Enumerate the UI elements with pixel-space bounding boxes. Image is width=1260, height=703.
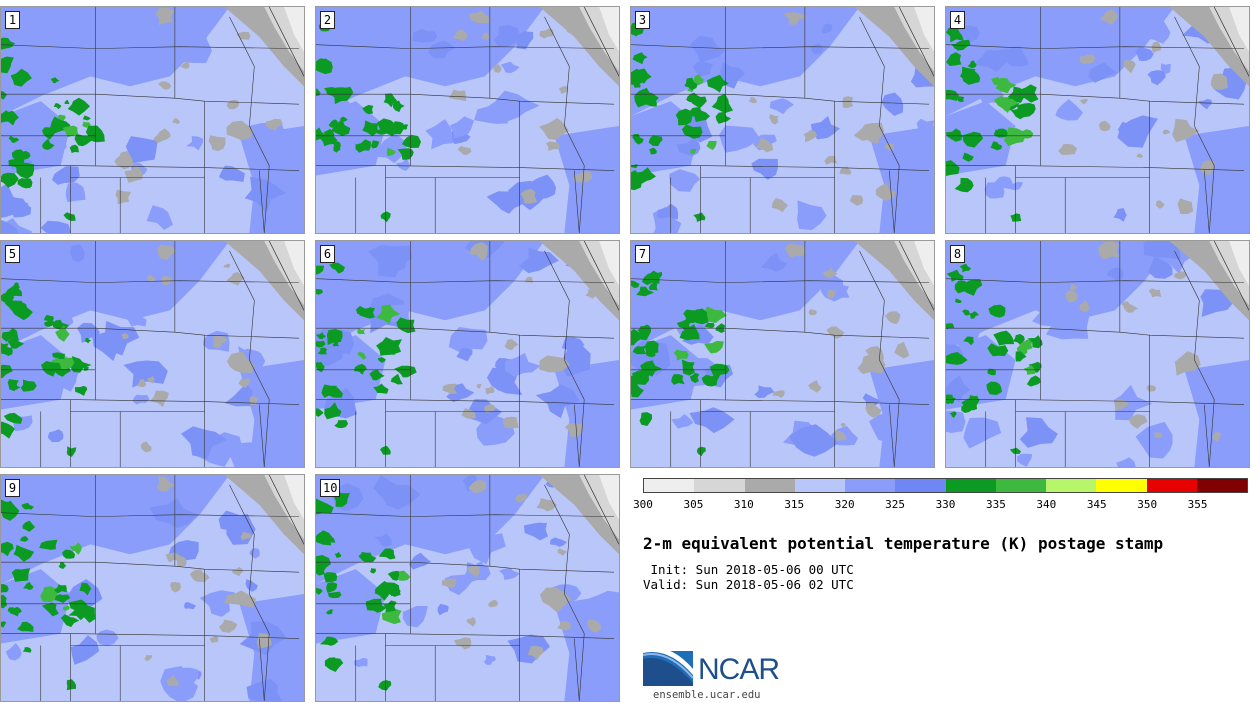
- legend-tick-label: 310: [733, 498, 754, 511]
- ncar-wordmark: NCAR: [698, 653, 780, 686]
- stamp-map: [1, 475, 304, 701]
- stamp-map: [316, 7, 619, 233]
- stamp-panel-9: 9: [0, 474, 305, 702]
- member-number: 5: [5, 245, 20, 263]
- legend-tick-label: 325: [885, 498, 906, 511]
- legend-swatch: [1046, 479, 1097, 492]
- legend-swatch: [895, 479, 946, 492]
- member-number: 7: [635, 245, 650, 263]
- legend-swatch: [794, 479, 845, 492]
- color-legend: [643, 478, 1248, 493]
- stamp-panel-8: 8: [945, 240, 1250, 468]
- stamp-map: [946, 241, 1249, 467]
- legend-tick-label: 355: [1187, 498, 1208, 511]
- legend-swatch: [945, 479, 996, 492]
- stamp-panel-2: 2: [315, 6, 620, 234]
- legend-tick-label: 320: [834, 498, 855, 511]
- init-time: Init: Sun 2018-05-06 00 UTC: [643, 562, 854, 577]
- legend-tick-label: 340: [1036, 498, 1057, 511]
- legend-swatch: [744, 479, 795, 492]
- legend-swatch: [1146, 479, 1197, 492]
- member-number: 2: [320, 11, 335, 29]
- stamp-panel-7: 7: [630, 240, 935, 468]
- legend-swatch: [1196, 479, 1247, 492]
- stamp-map: [631, 241, 934, 467]
- legend-swatch: [694, 479, 745, 492]
- stamp-panel-6: 6: [315, 240, 620, 468]
- legend-swatch: [1096, 479, 1147, 492]
- valid-time: Valid: Sun 2018-05-06 02 UTC: [643, 577, 854, 592]
- stamp-map: [316, 475, 619, 701]
- stamp-panel-1: 1: [0, 6, 305, 234]
- member-number: 9: [5, 479, 20, 497]
- stamp-map: [631, 7, 934, 233]
- ncar-logo: NCAR: [643, 645, 793, 690]
- member-number: 6: [320, 245, 335, 263]
- stamp-panel-3: 3: [630, 6, 935, 234]
- member-number: 1: [5, 11, 20, 29]
- stamp-map: [946, 7, 1249, 233]
- stamp-map: [1, 7, 304, 233]
- legend-tick-label: 305: [683, 498, 704, 511]
- ensemble-url: ensemble.ucar.edu: [653, 689, 761, 701]
- legend-tick-label: 300: [633, 498, 653, 511]
- member-number: 8: [950, 245, 965, 263]
- member-number: 4: [950, 11, 965, 29]
- stamp-panel-10: 10: [315, 474, 620, 702]
- legend-swatch: [845, 479, 896, 492]
- legend-tick-label: 335: [985, 498, 1006, 511]
- legend-swatch: [995, 479, 1046, 492]
- member-number: 10: [320, 479, 341, 497]
- stamp-map: [1, 241, 304, 467]
- member-number: 3: [635, 11, 650, 29]
- stamp-map: [316, 241, 619, 467]
- legend-ticks: 300 305 310 315 320 325 330 335 340 345 350 355: [633, 498, 1248, 512]
- legend-swatch: [644, 479, 695, 492]
- stamp-panel-5: 5: [0, 240, 305, 468]
- ncar-swoosh-icon: [643, 646, 694, 686]
- legend-tick-label: 350: [1137, 498, 1158, 511]
- legend-tick-label: 330: [935, 498, 956, 511]
- stamp-panel-4: 4: [945, 6, 1250, 234]
- figure-title: 2-m equivalent potential temperature (K)…: [643, 534, 1164, 553]
- legend-tick-label: 315: [784, 498, 805, 511]
- legend-tick-label: 345: [1086, 498, 1107, 511]
